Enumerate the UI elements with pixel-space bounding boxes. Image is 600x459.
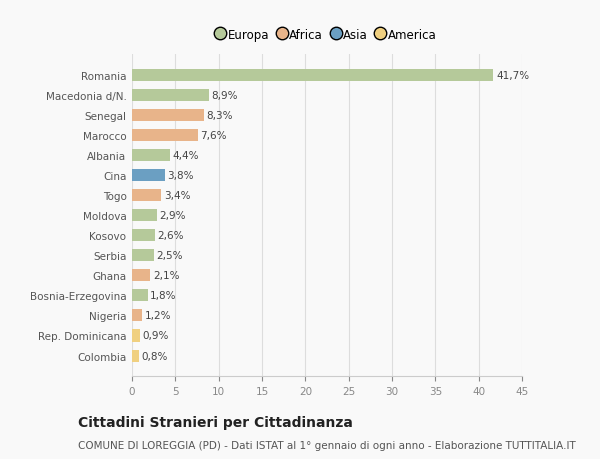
Text: 7,6%: 7,6% (200, 131, 227, 141)
Text: 2,6%: 2,6% (157, 231, 184, 241)
Bar (132, 130, 198, 142)
Text: 1,2%: 1,2% (145, 311, 172, 321)
Legend: Europa, Africa, Asia, America: Europa, Africa, Asia, America (217, 29, 437, 42)
Bar (132, 270, 150, 282)
Text: COMUNE DI LOREGGIA (PD) - Dati ISTAT al 1° gennaio di ogni anno - Elaborazione T: COMUNE DI LOREGGIA (PD) - Dati ISTAT al … (78, 440, 576, 450)
Text: 8,9%: 8,9% (212, 91, 238, 101)
Text: 2,1%: 2,1% (153, 271, 179, 281)
Bar (132, 290, 148, 302)
Bar (132, 210, 157, 222)
Text: 1,8%: 1,8% (150, 291, 176, 301)
Bar (132, 230, 155, 242)
Bar (132, 70, 493, 82)
Text: 0,8%: 0,8% (142, 351, 168, 361)
Text: Cittadini Stranieri per Cittadinanza: Cittadini Stranieri per Cittadinanza (78, 415, 353, 429)
Bar (132, 170, 165, 182)
Text: 41,7%: 41,7% (496, 71, 529, 81)
Bar (132, 90, 209, 102)
Bar (132, 150, 170, 162)
Text: 0,9%: 0,9% (142, 331, 169, 341)
Text: 8,3%: 8,3% (206, 111, 233, 121)
Text: 2,5%: 2,5% (156, 251, 183, 261)
Text: 2,9%: 2,9% (160, 211, 186, 221)
Bar (132, 250, 154, 262)
Text: 4,4%: 4,4% (173, 151, 199, 161)
Bar (132, 350, 139, 362)
Text: 3,8%: 3,8% (167, 171, 194, 181)
Bar (132, 310, 142, 322)
Text: 3,4%: 3,4% (164, 191, 191, 201)
Bar (132, 110, 204, 122)
Bar (132, 190, 161, 202)
Bar (132, 330, 140, 342)
